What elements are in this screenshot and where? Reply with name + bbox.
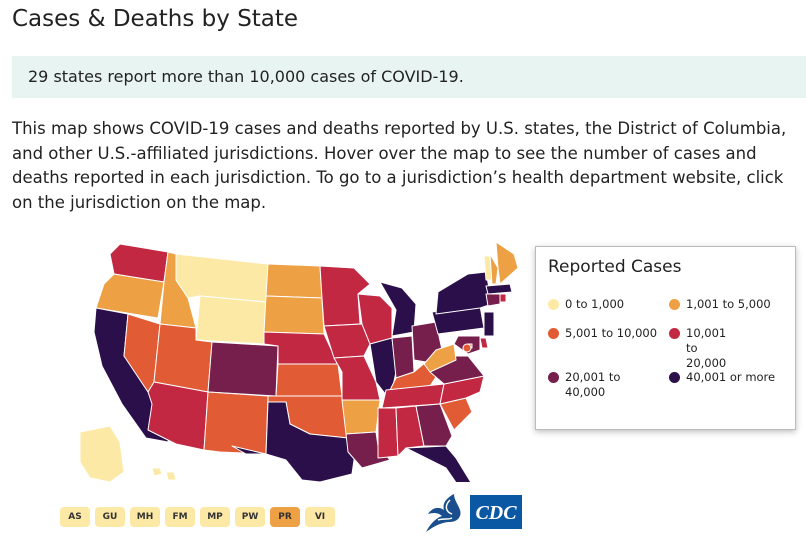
legend-item: 1,001 to 5,000 bbox=[669, 297, 771, 312]
us-states-map bbox=[80, 241, 519, 482]
state-nh[interactable] bbox=[489, 253, 499, 285]
legend-label: 10,001 to 20,000 bbox=[686, 326, 727, 370]
legend-label: 5,001 to 10,000 bbox=[565, 326, 658, 340]
legend-swatch bbox=[548, 328, 559, 339]
legend-item: 10,001 to 20,000 bbox=[669, 326, 779, 371]
state-de[interactable] bbox=[479, 337, 489, 349]
state-ak[interactable] bbox=[80, 425, 125, 482]
state-ks[interactable] bbox=[275, 363, 343, 397]
territory-gu[interactable]: GU bbox=[95, 507, 125, 527]
territory-mh[interactable]: MH bbox=[130, 507, 160, 527]
hhs-eagle-logo-icon bbox=[426, 494, 461, 532]
state-ia[interactable] bbox=[323, 323, 371, 359]
state-wy[interactable] bbox=[195, 295, 267, 345]
territory-fm[interactable]: FM bbox=[165, 507, 195, 527]
state-ny[interactable] bbox=[435, 271, 493, 315]
state-la[interactable] bbox=[345, 431, 391, 469]
legend-item: 0 to 1,000 bbox=[548, 297, 624, 312]
state-ga[interactable] bbox=[415, 403, 453, 447]
svg-text:CDC: CDC bbox=[475, 502, 517, 524]
territory-pw[interactable]: PW bbox=[235, 507, 265, 527]
legend-swatch bbox=[548, 372, 559, 383]
territory-as[interactable]: AS bbox=[60, 507, 90, 527]
legend-item: 40,001 or more bbox=[669, 370, 775, 385]
state-tx[interactable] bbox=[231, 401, 357, 482]
summary-callout: 29 states report more than 10,000 cases … bbox=[12, 56, 806, 98]
legend-swatch bbox=[669, 328, 680, 339]
state-sd[interactable] bbox=[263, 295, 325, 335]
territory-buttons: AS GU MH FM MP PW PR VI bbox=[60, 507, 340, 527]
territory-pr[interactable]: PR bbox=[270, 507, 300, 527]
state-hi[interactable] bbox=[151, 467, 177, 481]
legend-swatch bbox=[548, 299, 559, 310]
state-ma[interactable] bbox=[485, 283, 513, 295]
map-description: This map shows COVID-19 cases and deaths… bbox=[12, 119, 787, 212]
state-al[interactable] bbox=[395, 405, 425, 457]
state-mt[interactable] bbox=[175, 253, 269, 303]
reported-cases-legend: Reported Cases 0 to 1,000 1,001 to 5,000… bbox=[535, 246, 796, 430]
state-mn[interactable] bbox=[319, 265, 371, 327]
state-ms[interactable] bbox=[377, 407, 399, 459]
dc-marker[interactable] bbox=[462, 343, 472, 353]
state-nd[interactable] bbox=[265, 263, 323, 299]
cdc-logo-icon: CDC bbox=[470, 495, 522, 529]
legend-title: Reported Cases bbox=[548, 257, 682, 277]
legend-swatch bbox=[669, 372, 680, 383]
legend-label: 0 to 1,000 bbox=[565, 297, 625, 311]
legend-label: 1,001 to 5,000 bbox=[686, 297, 771, 311]
state-fl[interactable] bbox=[405, 445, 478, 482]
state-me[interactable] bbox=[495, 241, 519, 285]
page-title: Cases & Deaths by State bbox=[12, 6, 299, 32]
legend-item: 20,001 to 40,000 bbox=[548, 370, 648, 400]
territory-vi[interactable]: VI bbox=[305, 507, 335, 527]
state-co[interactable] bbox=[207, 341, 279, 397]
legend-swatch bbox=[669, 299, 680, 310]
legend-item: 5,001 to 10,000 bbox=[548, 326, 657, 341]
state-ri[interactable] bbox=[499, 293, 507, 303]
state-wv[interactable] bbox=[423, 343, 457, 373]
state-ct[interactable] bbox=[485, 293, 501, 307]
state-ar[interactable] bbox=[341, 399, 381, 435]
legend-label: 20,001 to 40,000 bbox=[565, 370, 621, 399]
territory-mp[interactable]: MP bbox=[200, 507, 230, 527]
legend-label: 40,001 or more bbox=[686, 370, 776, 384]
state-in[interactable] bbox=[391, 335, 415, 379]
state-nm[interactable] bbox=[203, 391, 269, 455]
state-or[interactable] bbox=[95, 273, 165, 319]
state-nj[interactable] bbox=[483, 311, 495, 337]
